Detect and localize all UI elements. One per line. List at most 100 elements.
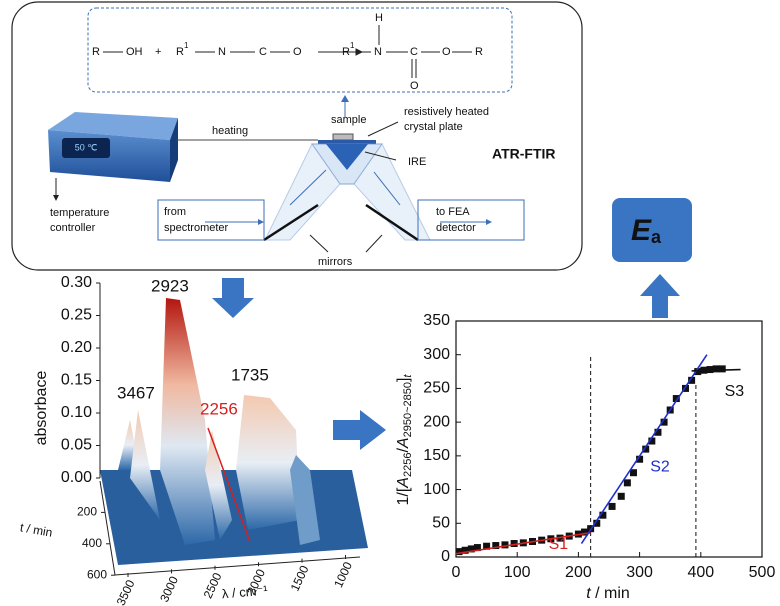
x-tick-label: 400 [687,564,714,581]
w-tick-label: 1000 [331,559,355,589]
beam-arrows [157,100,525,241]
t-axis-label: t / min [19,520,54,539]
atom: C [259,46,267,58]
atom: 1 [184,41,189,50]
point [593,519,601,527]
x-axis-label: t / min [586,585,630,602]
y-tick-label: 0.00 [61,469,92,486]
y-tick-label: 150 [423,447,450,464]
y-tick-label: 200 [423,413,450,430]
y-tick-label: 0.10 [61,404,92,421]
label: IRE [408,156,426,168]
point [599,511,607,519]
w-axis-label: λ / cm⁻¹ [221,582,269,601]
label: sample [331,114,366,126]
point [461,546,469,554]
point [636,455,644,463]
arrow [53,195,59,201]
y-tick-label: 350 [423,312,450,329]
reaction-frame [87,7,513,93]
label: controller [50,222,96,234]
label: from [164,206,186,218]
atom: N [218,46,226,58]
y-axis-label: 1/[A2256/A2950~2850]t [395,374,414,506]
peak-line [207,427,251,543]
point [654,428,662,436]
point [706,366,714,374]
bonds [103,25,472,78]
point [712,365,720,373]
point [608,502,616,510]
point [455,548,463,556]
atom: R [475,46,483,58]
reaction: R OH + R 1 N C O R 1 N H C O O R [92,12,483,92]
point [648,437,656,445]
point [629,469,637,477]
y-tick-label: 50 [432,515,450,532]
down-arrow [212,278,254,318]
label: detector [436,222,476,234]
label: to FEA [436,206,470,218]
subscript: a [651,227,662,247]
y-label-part: 2950~2850 [402,382,414,437]
segment-label: S3 [725,383,745,400]
peak-label: 2923 [151,276,189,295]
label: crystal plate [404,121,463,133]
y-label-part: t [402,374,414,378]
peak-label: 2256 [200,399,238,418]
fit-line [580,354,708,544]
label: spectrometer [164,222,229,234]
x-label-part: t [586,585,591,602]
label: mirrors [318,256,353,268]
point [483,542,491,550]
setup-title: ATR-FTIR [492,146,556,162]
segment-label: S2 [650,458,670,475]
right-arrow [333,410,386,450]
plot-frame [455,320,763,558]
x-tick-label: 100 [504,564,531,581]
y-tick-label: 0.25 [61,307,92,324]
atom: O [410,80,419,92]
atom: OH [126,46,143,58]
point [581,528,589,536]
x-label-part: / min [591,585,630,602]
axis [99,480,116,576]
point [501,541,509,549]
atom: H [375,12,383,24]
x-tick-label: 500 [749,564,776,581]
fit-line [691,368,741,372]
y-tick-label: 0.15 [61,372,92,389]
display: 50 ℃ [75,142,98,152]
point [688,376,696,384]
y-tick-label: 100 [423,481,450,498]
pointer [367,121,399,137]
atom: O [293,46,302,58]
atom: R [92,46,100,58]
label: temperature [50,207,109,219]
w-tick-label: 1500 [288,563,312,593]
y-tick-label: 250 [423,380,450,397]
atom: R [342,46,350,58]
temperature-device: 50 ℃ [48,112,178,182]
y-tick-label: 0.30 [61,274,92,291]
segment-label: S1 [549,536,569,553]
point [660,418,668,426]
up-arrow [640,274,680,318]
x-tick-label: 200 [565,564,592,581]
point [718,365,726,373]
atom: R [176,46,184,58]
point [623,479,631,487]
atom: C [410,46,418,58]
y-tick-label: 0.05 [61,437,92,454]
y-label-part: ] [395,378,412,382]
point [642,445,650,453]
point [672,395,680,403]
point [467,545,475,553]
axis [114,556,361,576]
atom: + [155,46,161,58]
atom: O [442,46,451,58]
point [492,542,500,550]
y-axis-label: absorbace [33,371,50,446]
mirror-pointers [309,234,383,253]
